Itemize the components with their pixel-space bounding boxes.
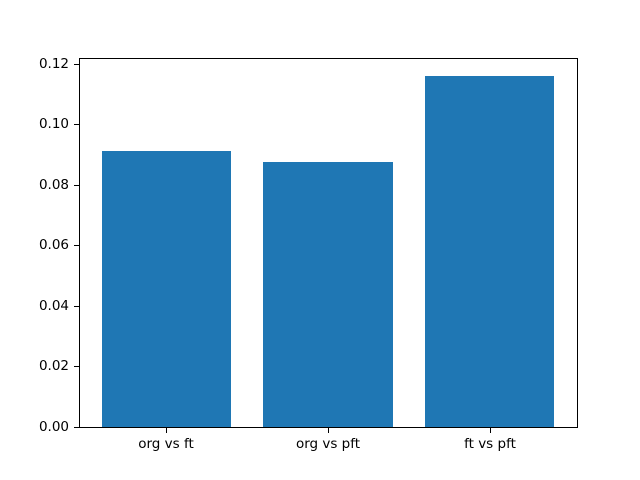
- y-tick-label: 0.12: [38, 56, 69, 72]
- y-tick-mark: [74, 245, 79, 246]
- y-tick-label: 0.08: [38, 177, 69, 193]
- x-tick-mark: [328, 428, 329, 433]
- y-tick-mark: [74, 185, 79, 186]
- plot-area: [79, 58, 578, 428]
- y-tick-label: 0.06: [38, 237, 69, 253]
- y-tick-mark: [74, 64, 79, 65]
- y-tick-label: 0.02: [38, 358, 69, 374]
- y-tick-mark: [74, 427, 79, 428]
- y-tick-label: 0.04: [38, 298, 69, 314]
- bar-org-vs-ft: [102, 151, 231, 427]
- bar-ft-vs-pft: [425, 76, 554, 427]
- y-tick-mark: [74, 306, 79, 307]
- y-tick-mark: [74, 124, 79, 125]
- x-tick-label: org vs pft: [295, 436, 361, 452]
- bar-org-vs-pft: [263, 162, 393, 427]
- x-tick-mark: [166, 428, 167, 433]
- y-tick-mark: [74, 366, 79, 367]
- x-tick-mark: [490, 428, 491, 433]
- x-tick-label: ft vs pft: [464, 436, 516, 452]
- y-tick-label: 0.00: [38, 419, 69, 435]
- x-tick-label: org vs ft: [138, 436, 194, 452]
- y-tick-label: 0.10: [38, 116, 69, 132]
